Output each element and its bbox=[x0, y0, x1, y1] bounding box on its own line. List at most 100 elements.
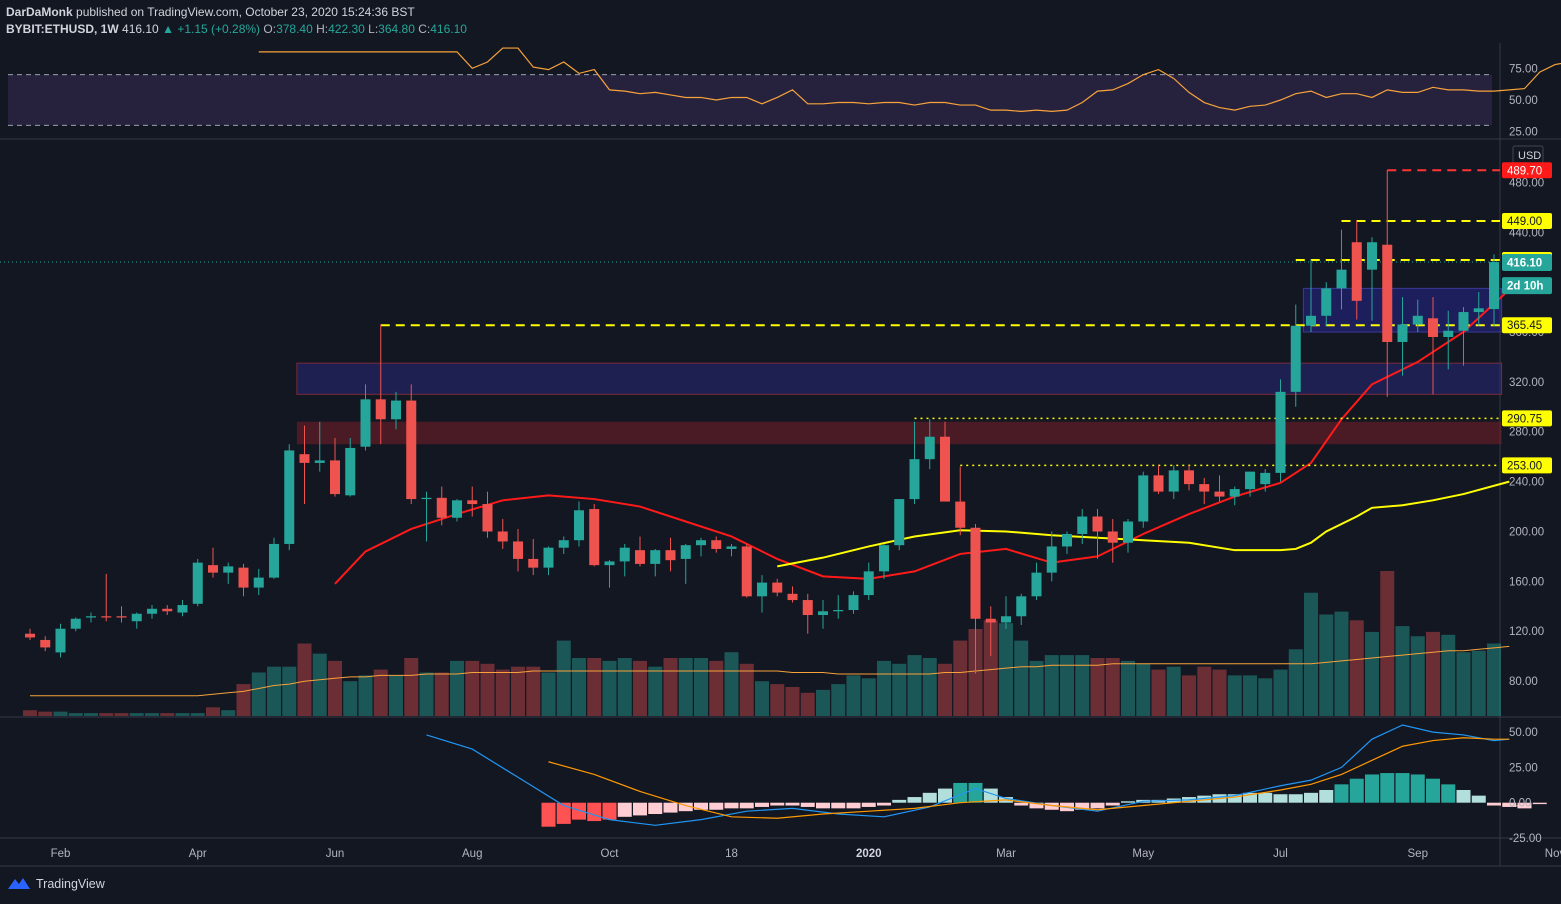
candle-body bbox=[55, 628, 66, 653]
volume-bar bbox=[1227, 675, 1242, 716]
brand[interactable]: TradingView bbox=[6, 876, 105, 892]
volume-bar bbox=[1410, 636, 1425, 716]
candle-body bbox=[1168, 470, 1179, 492]
volume-bar bbox=[99, 713, 114, 716]
published-text: published on TradingView.com, October 23… bbox=[76, 5, 415, 19]
volume-bar bbox=[206, 707, 220, 716]
macd-hist-bar bbox=[1090, 802, 1105, 809]
candle-body bbox=[269, 543, 279, 578]
time-tick-label: Feb bbox=[51, 848, 71, 860]
macd-hist-bar bbox=[800, 802, 815, 807]
symbol-name[interactable]: BYBIT:ETHUSD bbox=[6, 22, 95, 36]
macd-hist-bar bbox=[1243, 792, 1257, 803]
tradingview-logo-icon bbox=[8, 878, 30, 889]
macd-pane[interactable]: 50.00 25.00 0.00 -25.00 bbox=[426, 724, 1547, 845]
volume-bar bbox=[999, 623, 1013, 716]
candle-body bbox=[1214, 491, 1225, 497]
volume-bar bbox=[1029, 660, 1044, 716]
volume-bar bbox=[678, 658, 693, 716]
macd-hist-bar bbox=[1441, 784, 1456, 803]
candle-body bbox=[1245, 471, 1255, 490]
price-tick-label: 280.00 bbox=[1509, 427, 1544, 439]
candle-body bbox=[757, 582, 767, 597]
volume-bar bbox=[511, 666, 525, 716]
candle-body bbox=[25, 633, 35, 638]
volume-bar bbox=[1334, 611, 1349, 716]
volume-bar bbox=[282, 666, 297, 716]
macd-hist-bar bbox=[846, 802, 861, 809]
volume-bar bbox=[861, 678, 876, 716]
volume-bar bbox=[358, 675, 373, 716]
candles[interactable] bbox=[25, 170, 1499, 674]
volume-bar bbox=[1105, 658, 1120, 716]
macd-hist-bar bbox=[572, 802, 586, 820]
candle-body bbox=[253, 577, 264, 588]
candle-body bbox=[665, 550, 676, 561]
volume-bar bbox=[938, 663, 952, 716]
macd-hist-bar bbox=[1487, 802, 1501, 806]
level-label: 489.70 bbox=[1507, 165, 1542, 177]
candle-body bbox=[513, 541, 523, 559]
macd-hist-bar bbox=[1304, 792, 1318, 803]
time-tick-label: Apr bbox=[189, 848, 207, 860]
macd-hist-bar bbox=[1014, 802, 1029, 806]
time-tick-label: Oct bbox=[601, 848, 620, 860]
macd-hist-bar bbox=[1258, 792, 1273, 803]
candle-body bbox=[131, 613, 142, 622]
macd-hist-bar bbox=[861, 802, 876, 807]
volume-bar bbox=[419, 672, 434, 716]
price-axis[interactable]: 80.00 120.00 160.00 200.00 240.00 280.00 320.0… bbox=[1502, 145, 1552, 688]
volume-bar bbox=[892, 663, 907, 716]
candle-body bbox=[924, 436, 935, 460]
volume-bar bbox=[1197, 666, 1212, 716]
price-tick-label: 200.00 bbox=[1509, 526, 1544, 538]
candle-body bbox=[726, 546, 737, 549]
candle-body bbox=[1092, 516, 1103, 532]
macd-hist-bar bbox=[648, 802, 663, 814]
candle-body bbox=[955, 501, 966, 528]
volume-bar bbox=[694, 658, 708, 716]
candle-body bbox=[696, 540, 706, 546]
macd-hist-bar bbox=[739, 802, 754, 809]
level-lines[interactable] bbox=[0, 169, 1500, 467]
candle-body bbox=[894, 499, 905, 546]
macd-tick-label: 50.00 bbox=[1509, 727, 1538, 739]
rsi-pane[interactable]: 75.00 50.00 25.00 bbox=[8, 47, 1561, 139]
price-label: 416.10 bbox=[1507, 258, 1542, 270]
macd-hist-bar bbox=[831, 802, 846, 809]
volume-bar bbox=[1441, 634, 1456, 716]
macd-hist-bar bbox=[694, 802, 708, 810]
level-label-box bbox=[1502, 317, 1552, 334]
macd-hist-bar bbox=[1395, 773, 1410, 803]
volume-bar bbox=[800, 692, 815, 716]
level-label: 253.00 bbox=[1507, 460, 1542, 472]
candle-body bbox=[101, 616, 112, 618]
volume-bar bbox=[129, 713, 144, 716]
macd-hist-bar bbox=[877, 802, 891, 806]
volume-bar bbox=[267, 666, 281, 716]
volume-bar bbox=[816, 689, 830, 716]
time-axis[interactable]: Feb Apr Jun Aug Oct 18 2020 Mar May Jul Sep Nov bbox=[51, 848, 1561, 860]
author-name[interactable]: DarDaMonk bbox=[6, 5, 73, 19]
volume-bar bbox=[38, 711, 53, 716]
volume-bar bbox=[572, 658, 586, 716]
candle-body bbox=[1016, 596, 1027, 617]
candle-body bbox=[787, 593, 798, 601]
candle-body bbox=[360, 399, 371, 447]
candle-body bbox=[711, 540, 722, 549]
volume-bar bbox=[175, 713, 190, 716]
volume-bar bbox=[1014, 640, 1029, 716]
symbol-legend: BYBIT:ETHUSD, 1W 416.10 ▲ +1.15 (+0.28%)… bbox=[6, 22, 467, 36]
candle-body bbox=[70, 618, 81, 629]
candle-body bbox=[741, 546, 752, 597]
macd-hist-bar bbox=[953, 782, 968, 803]
candle-body bbox=[940, 436, 950, 502]
candle-body bbox=[1428, 318, 1438, 337]
volume-bar bbox=[114, 713, 129, 716]
volume-bar bbox=[1365, 631, 1379, 716]
candle-body bbox=[1153, 475, 1164, 492]
rsi-line bbox=[258, 47, 1561, 113]
level-label-box bbox=[1502, 457, 1552, 474]
candle-body bbox=[436, 497, 447, 518]
